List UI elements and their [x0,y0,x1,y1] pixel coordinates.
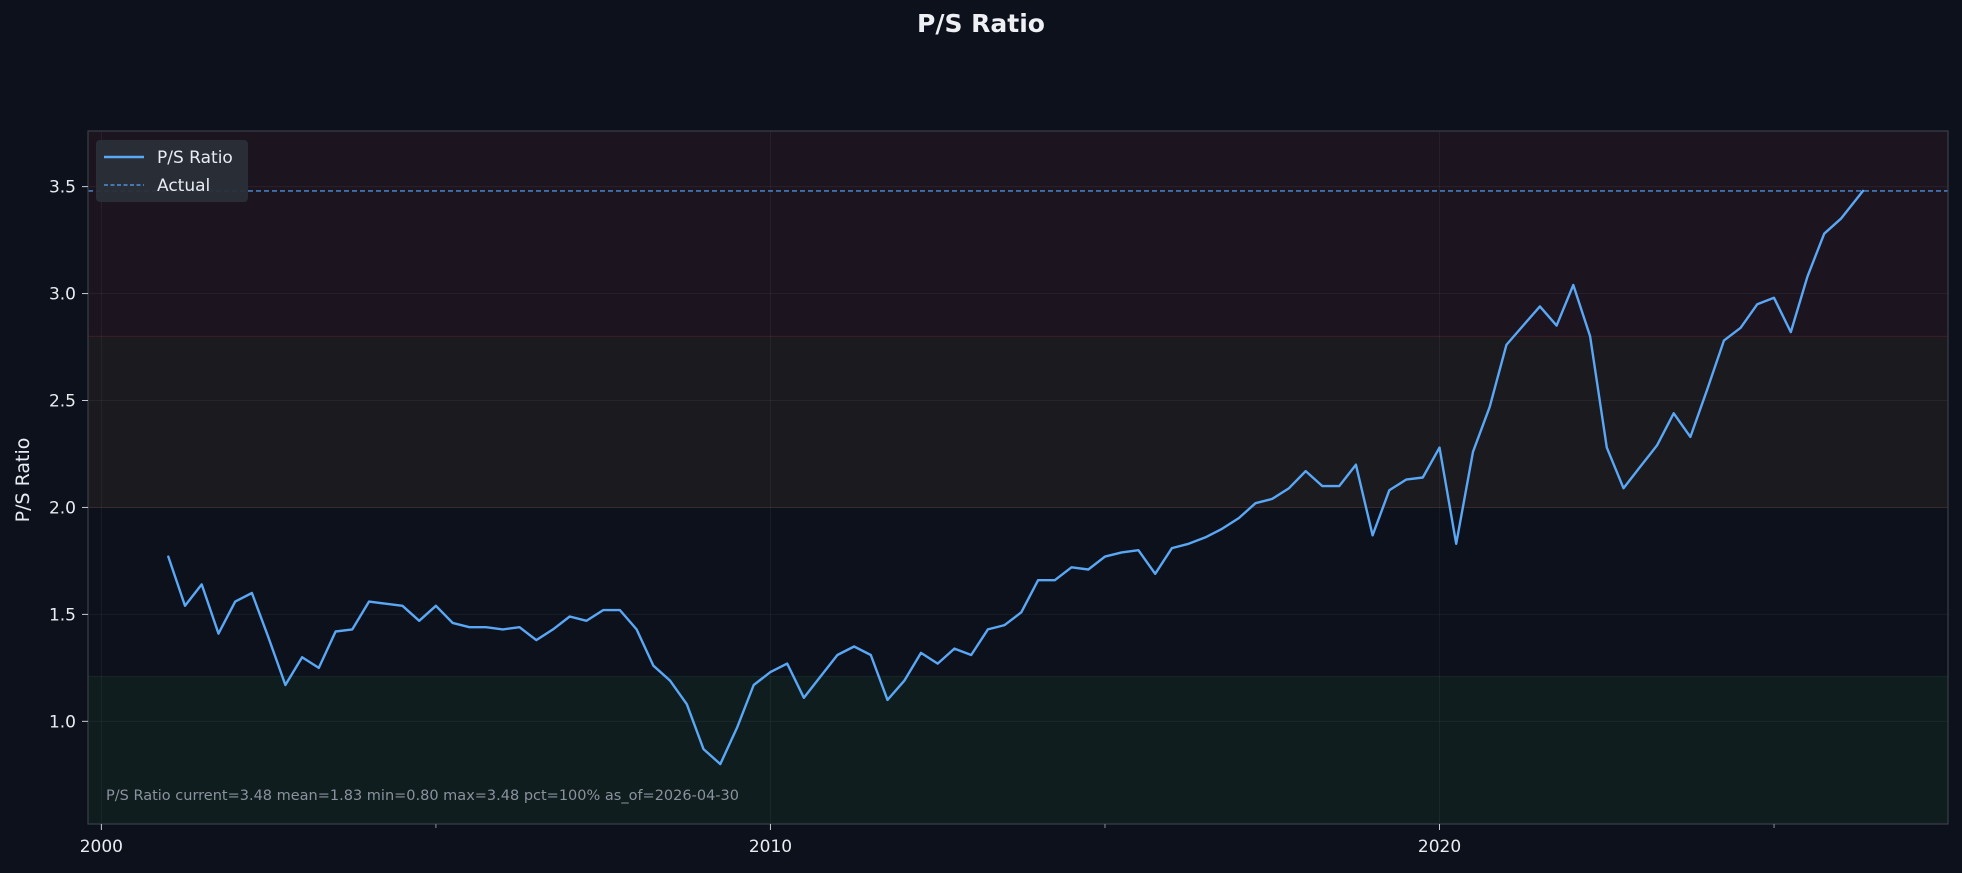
band-2 [88,131,1948,337]
legend-label-actual: Actual [157,176,210,196]
y-tick-label-3: 2.5 [49,392,76,412]
legend[interactable]: P/S Ratio Actual [96,140,248,202]
y-tick-label-0: 1.0 [49,712,76,732]
legend-box [96,140,248,202]
y-axis-label: P/S Ratio [12,438,34,523]
legend-label-ps-ratio: P/S Ratio [157,148,233,168]
x-tick-label-2: 2020 [1418,837,1461,857]
band-1 [88,336,1948,508]
series-line-ps-ratio [167,189,1865,766]
y-tick-label-1: 1.5 [49,605,76,625]
plot-frame [87,130,1949,825]
axis-ticks: 1.0 1.5 2.0 2.5 3.0 3.5 2000 2010 2020 [49,178,1775,857]
series-layer [167,189,1865,766]
y-tick-label-5: 3.5 [49,178,76,198]
stats-annotation: P/S Ratio current=3.48 mean=1.83 min=0.8… [106,788,739,804]
x-tick-label-1: 2010 [749,837,792,857]
background-bands [88,131,1948,824]
y-tick-label-4: 3.0 [49,285,76,305]
band-0 [88,676,1948,824]
y-tick-label-2: 2.0 [49,498,76,518]
x-tick-label-0: 2000 [80,837,123,857]
chart-title: P/S Ratio [917,9,1045,38]
